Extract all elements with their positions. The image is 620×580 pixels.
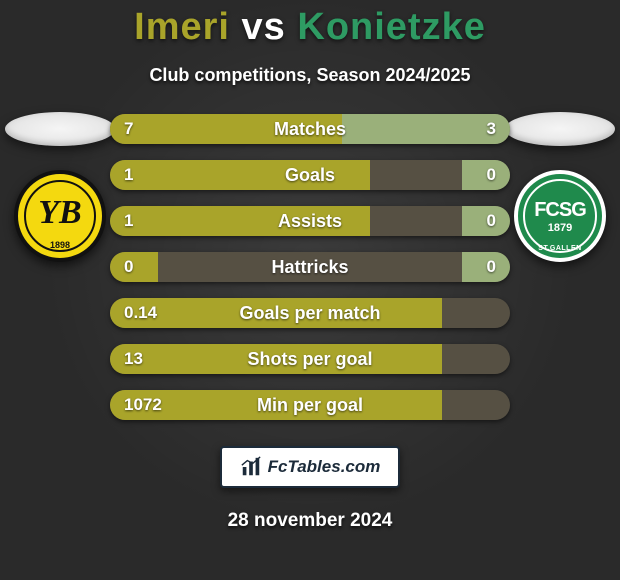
stat-fill-a <box>110 160 370 190</box>
player-a-side: YB 1898 <box>0 112 120 262</box>
player-b-side: FCSG1879 ST.GALLEN <box>500 112 620 262</box>
stat-fill-a <box>110 344 442 374</box>
stat-fill-b <box>462 252 510 282</box>
stat-fill-a <box>110 390 442 420</box>
stat-fill-a <box>110 206 370 236</box>
subtitle: Club competitions, Season 2024/2025 <box>0 65 620 86</box>
date-label: 28 november 2024 <box>0 510 620 532</box>
player-a-crest: YB 1898 <box>14 170 106 262</box>
crest-a-letters: YB <box>38 194 81 232</box>
stat-row: 1072Min per goal <box>110 390 510 420</box>
stat-fill-b <box>342 114 510 144</box>
player-b-name: Konietzke <box>297 6 485 48</box>
stats-list: 73Matches 10Goals 10Assists 00Hattricks 0.14… <box>110 114 510 420</box>
player-a-avatar-placeholder <box>5 112 115 146</box>
stat-fill-a <box>110 114 342 144</box>
brand-badge[interactable]: FcTables.com <box>220 446 400 488</box>
stat-row: 10Assists <box>110 206 510 236</box>
bar-chart-icon <box>240 456 262 478</box>
stat-fill-b <box>462 160 510 190</box>
player-b-avatar-placeholder <box>505 112 615 146</box>
stat-row: 73Matches <box>110 114 510 144</box>
comparison-card: Imeri vs Konietzke Club competitions, Se… <box>0 0 620 580</box>
title-vs: vs <box>242 6 286 48</box>
crest-b-letters: FCSG <box>534 199 586 222</box>
crest-a-year: 1898 <box>18 240 102 250</box>
crest-b-year: 1879 <box>518 222 602 234</box>
stat-row: 10Goals <box>110 160 510 190</box>
stat-row: 0.14Goals per match <box>110 298 510 328</box>
stat-row: 00Hattricks <box>110 252 510 282</box>
player-b-crest: FCSG1879 ST.GALLEN <box>514 170 606 262</box>
stat-fill-a <box>110 298 442 328</box>
page-title: Imeri vs Konietzke <box>0 0 620 49</box>
crest-b-sub: ST.GALLEN <box>518 245 602 252</box>
stat-fill-b <box>462 206 510 236</box>
stat-fill-a <box>110 252 158 282</box>
stat-row: 13Shots per goal <box>110 344 510 374</box>
player-a-name: Imeri <box>134 6 230 48</box>
brand-text: FcTables.com <box>268 457 381 477</box>
